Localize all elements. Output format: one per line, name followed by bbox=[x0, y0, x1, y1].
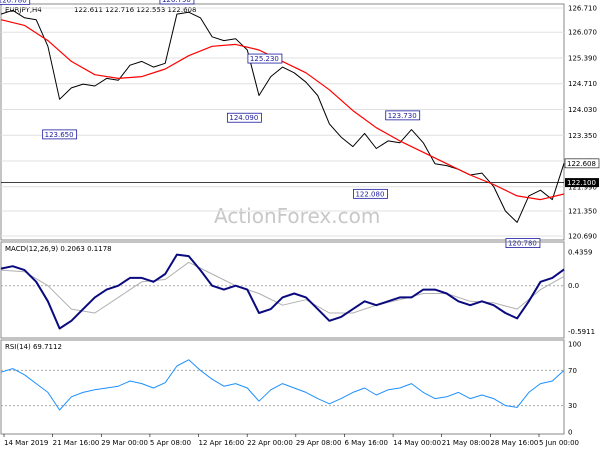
time-tick-label: 21 Mar 16:00 bbox=[53, 439, 100, 447]
price-tick-label: 126.710 bbox=[568, 5, 597, 13]
price-annotation-box bbox=[385, 110, 421, 121]
time-tick-label: 5 Jun 00:00 bbox=[539, 439, 579, 447]
macd-axis: 0.4359 0.0 -0.5911 bbox=[1, 248, 595, 336]
macd-line bbox=[0, 253, 565, 330]
price-readout-labels: 122.608 122.100 bbox=[564, 158, 600, 188]
time-tick-label: 14 Mar 2019 bbox=[4, 439, 48, 447]
price-annotation-box bbox=[247, 53, 283, 64]
support-level-box bbox=[565, 178, 599, 188]
time-tick-label: 12 Apr 16:00 bbox=[199, 439, 245, 447]
rsi-axis: 100 70 30 0 bbox=[1, 341, 581, 437]
time-tick-label: 29 Mar 00:00 bbox=[101, 439, 148, 447]
time-tick-label: 29 Apr 08:00 bbox=[296, 439, 342, 447]
price-annotation: 123.730 bbox=[385, 110, 421, 121]
macd-tick-label: 0.4359 bbox=[568, 248, 593, 256]
price-gridlines bbox=[1, 7, 564, 237]
price-tick-label: 121.990 bbox=[568, 183, 597, 191]
price-pane: EURJPY,H4 122.611 122.716 122.553 122.60… bbox=[0, 0, 600, 248]
price-annotation-label: 125.230 bbox=[250, 55, 279, 63]
rsi-tick-label: 100 bbox=[568, 341, 581, 349]
price-tick-label: 124.710 bbox=[568, 80, 597, 88]
macd-tick-label: -0.5911 bbox=[568, 328, 595, 336]
macd-pane: MACD(12,26,9) 0.2063 0.1178 0.4359 0.0 -0.… bbox=[0, 241, 595, 339]
price-annotation-box bbox=[0, 0, 31, 5]
price-annotation-box bbox=[353, 188, 388, 199]
price-annotation: 126.780 bbox=[0, 0, 31, 5]
rsi-tick-label: 70 bbox=[568, 367, 577, 375]
price-tick-label: 123.350 bbox=[568, 132, 597, 140]
price-annotation: 126.790 bbox=[159, 0, 195, 5]
price-tick-label: 126.070 bbox=[568, 29, 597, 37]
macd-marks bbox=[0, 253, 565, 330]
price-annotation: 124.090 bbox=[226, 112, 262, 123]
time-tick-label: 14 May 00:00 bbox=[393, 439, 441, 447]
price-tick-label: 124.030 bbox=[568, 106, 597, 114]
rsi-tick-label: 30 bbox=[568, 402, 577, 410]
support-level-label: 122.100 bbox=[567, 179, 596, 187]
rsi-marks bbox=[0, 359, 565, 411]
watermark: ActionForex.com bbox=[214, 204, 380, 228]
time-tick-label: 21 May 08:00 bbox=[442, 439, 490, 447]
price-annotation-label: 124.090 bbox=[229, 114, 258, 122]
rsi-line bbox=[0, 359, 565, 411]
time-axis: 14 Mar 2019 21 Mar 16:00 29 Mar 00:00 5 Apr… bbox=[3, 434, 579, 447]
price-marks bbox=[0, 9, 565, 223]
price-annotation-box bbox=[505, 238, 541, 248]
price-annotation-box bbox=[42, 129, 78, 140]
price-annotations: 126.780 123.650 126.790 125.230 124.090 123.7… bbox=[0, 0, 541, 248]
price-annotation-label: 123.730 bbox=[388, 112, 417, 120]
price-tick-label: 121.350 bbox=[568, 208, 597, 216]
moving-average-line bbox=[0, 19, 565, 201]
rsi-title: RSI(14) 69.7112 bbox=[5, 343, 62, 351]
macd-tick-label: 0.0 bbox=[568, 282, 579, 290]
price-tick-label: 120.690 bbox=[568, 233, 597, 241]
price-annotation-box bbox=[226, 112, 262, 123]
price-annotation: 120.780 bbox=[505, 238, 541, 248]
time-tick-label: 5 Apr 08:00 bbox=[150, 439, 191, 447]
price-series-line bbox=[0, 9, 565, 223]
price-annotation: 122.080 bbox=[353, 188, 388, 199]
macd-signal-line bbox=[0, 261, 565, 314]
price-annotation-label: 122.080 bbox=[355, 190, 384, 198]
time-tick-label: 6 May 16:00 bbox=[344, 439, 388, 447]
price-annotation-label: 120.780 bbox=[508, 240, 537, 248]
price-annotation-box bbox=[159, 0, 195, 5]
price-readout: 122.611 122.716 122.553 122.608 bbox=[74, 6, 196, 14]
price-axis: 126.710 126.070 125.390 124.710 124.030 123.3… bbox=[568, 5, 597, 241]
price-annotation: 123.650 bbox=[42, 129, 78, 140]
rsi-tick-label: 0 bbox=[568, 429, 572, 437]
time-tick-label: 28 May 16:00 bbox=[490, 439, 538, 447]
price-annotation-label: 126.790 bbox=[162, 0, 191, 4]
macd-title: MACD(12,26,9) 0.2063 0.1178 bbox=[5, 245, 112, 253]
price-tick-label: 125.390 bbox=[568, 54, 597, 62]
time-tick-label: 22 Apr 00:00 bbox=[247, 439, 293, 447]
current-price-label: 122.608 bbox=[567, 160, 596, 168]
price-annotation-label: 126.780 bbox=[0, 0, 27, 4]
price-annotation: 125.230 bbox=[247, 53, 283, 64]
current-price-box bbox=[564, 158, 600, 169]
chart-title: EURJPY,H4 bbox=[5, 6, 42, 14]
price-annotation-label: 123.650 bbox=[45, 131, 74, 139]
rsi-pane: RSI(14) 69.7112 100 70 30 0 bbox=[0, 339, 581, 437]
